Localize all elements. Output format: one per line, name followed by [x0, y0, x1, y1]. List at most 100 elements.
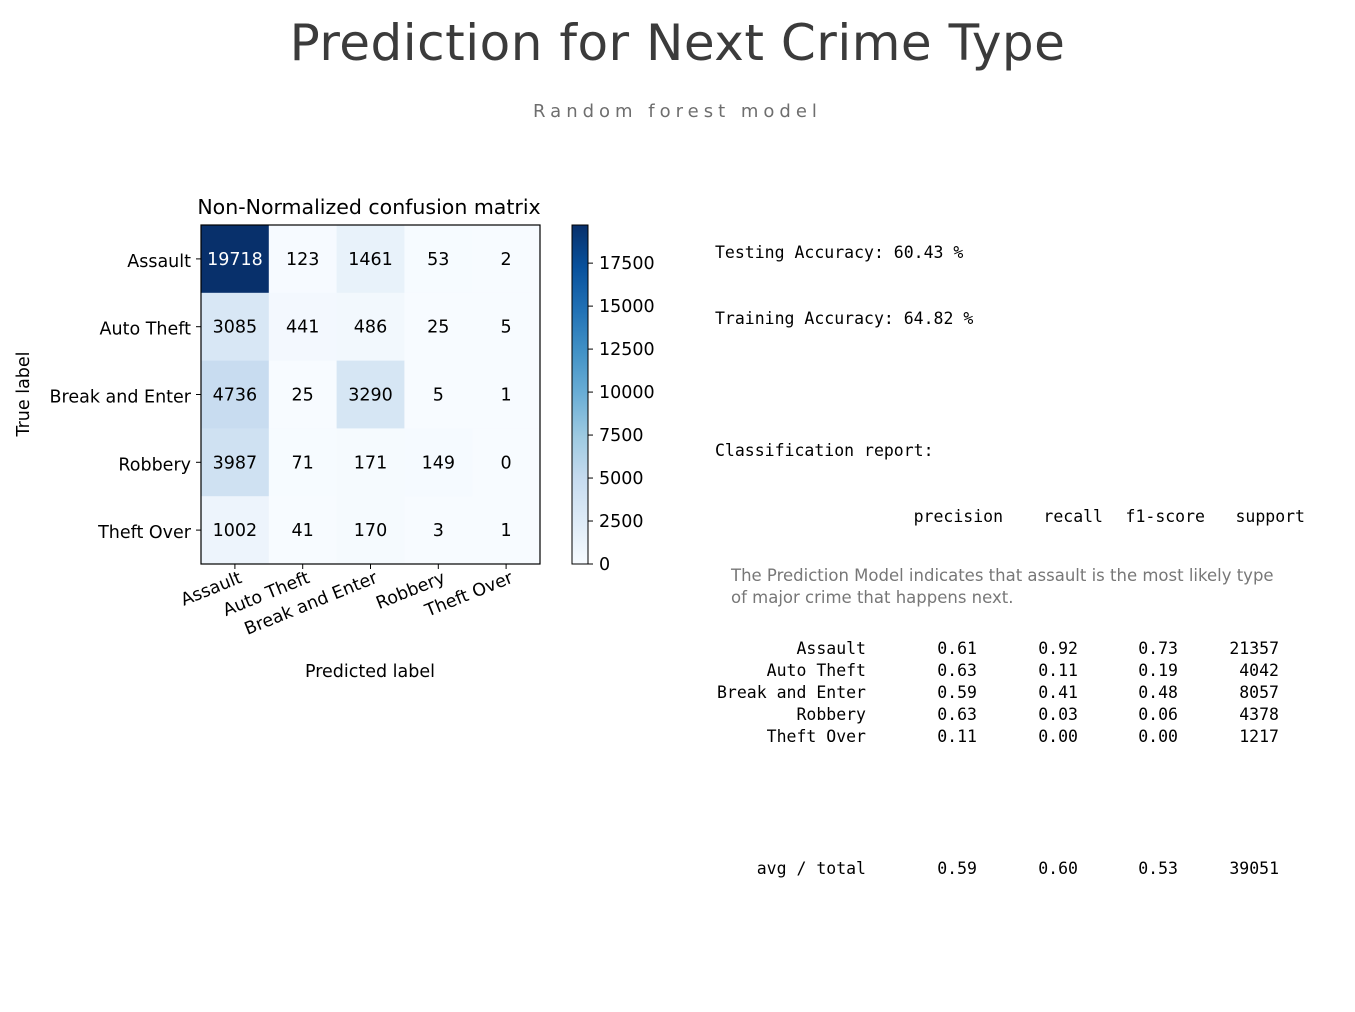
- cell-value-label: 171: [354, 453, 387, 473]
- header-precision: precision: [913, 507, 1003, 526]
- cell-value-label: 1: [501, 386, 512, 406]
- cell-value-label: 25: [427, 318, 449, 338]
- row-tick-label: Assault: [127, 252, 191, 272]
- matrix-cell: [404, 496, 473, 565]
- report-label: Break and Enter: [716, 683, 866, 702]
- report-support: 21357: [1229, 639, 1279, 658]
- row-tick-label: Robbery: [118, 455, 191, 475]
- report-f1: 0.00: [1138, 727, 1178, 746]
- cell-value-label: 25: [292, 386, 314, 406]
- report-row: Auto Theft 0.63 0.11 0.19 4042: [715, 660, 1315, 682]
- avg-support: 39051: [1229, 859, 1279, 878]
- report-precision: 0.59: [937, 683, 977, 702]
- report-spacer: [715, 792, 1315, 814]
- colorbar-tick-label: 0: [599, 555, 610, 575]
- classification-report: Testing Accuracy: 60.43 % Training Accur…: [715, 198, 1315, 878]
- header-f1-score: f1-score: [1125, 507, 1205, 526]
- cell-value-label: 123: [286, 250, 319, 270]
- row-tick-label: Theft Over: [97, 523, 192, 543]
- report-support: 4042: [1239, 661, 1279, 680]
- x-axis-label: Predicted label: [305, 662, 435, 682]
- matrix-cell: [268, 496, 337, 565]
- report-header-row: precision recall f1-score support: [715, 506, 1315, 528]
- report-precision: 0.11: [937, 727, 977, 746]
- chart-title: Non-Normalized confusion matrix: [197, 195, 540, 219]
- report-label: Robbery: [796, 705, 866, 724]
- cell-value-label: 3987: [213, 453, 258, 473]
- avg-recall: 0.60: [1038, 859, 1078, 878]
- cell-value-label: 71: [292, 453, 314, 473]
- colorbar-tick-label: 10000: [599, 383, 655, 403]
- row-tick-labels: Assault Auto Theft Break and Enter Robbery T…: [50, 252, 201, 543]
- slide-subtitle: Random forest model: [533, 101, 822, 122]
- report-recall: 0.41: [1038, 683, 1078, 702]
- matrix-cell: [472, 428, 541, 497]
- colorbar-tick-label: 17500: [599, 254, 655, 274]
- report-precision: 0.61: [937, 639, 977, 658]
- colorbar-ticks: 0 2500 5000 7500 10000 12500 15000 17500: [588, 254, 655, 575]
- cell-value-label: 5: [501, 318, 512, 338]
- header-recall: recall: [1043, 507, 1103, 526]
- avg-f1-score: 0.53: [1138, 859, 1178, 878]
- matrix-cell: [268, 292, 337, 361]
- report-recall: 0.03: [1038, 705, 1078, 724]
- report-heading: Classification report:: [715, 441, 934, 460]
- colorbar-tick-label: 5000: [599, 469, 644, 489]
- report-support: 1217: [1239, 727, 1279, 746]
- matrix-cell: [268, 225, 337, 294]
- report-rows: Assault 0.61 0.92 0.73 21357 Auto Theft 0.63 0.…: [715, 638, 1315, 748]
- cell-value-label: 170: [354, 521, 387, 541]
- colorbar-tick-label: 7500: [599, 426, 644, 446]
- matrix-cell: [404, 428, 473, 497]
- cell-value-label: 441: [286, 318, 319, 338]
- matrix-cells: 19718 123 1461 53 2 3085 441 486 25 5 4736 25 3290 5 1…: [201, 225, 541, 565]
- testing-accuracy: Testing Accuracy: 60.43 %: [715, 243, 964, 262]
- matrix-cell: [201, 360, 270, 429]
- report-row: Assault 0.61 0.92 0.73 21357: [715, 638, 1315, 660]
- cell-value-label: 486: [354, 318, 387, 338]
- report-recall: 0.00: [1038, 727, 1078, 746]
- matrix-cell: [268, 360, 337, 429]
- report-row: Break and Enter 0.59 0.41 0.48 8057: [715, 682, 1315, 704]
- report-label: Theft Over: [766, 727, 866, 746]
- row-tick-label: Break and Enter: [50, 388, 192, 408]
- report-recall: 0.11: [1038, 661, 1078, 680]
- avg-precision: 0.59: [937, 859, 977, 878]
- report-support: 8057: [1239, 683, 1279, 702]
- slide-title: Prediction for Next Crime Type: [289, 14, 1066, 72]
- report-f1: 0.73: [1138, 639, 1178, 658]
- report-recall: 0.92: [1038, 639, 1078, 658]
- report-label: Auto Theft: [766, 661, 866, 680]
- cell-value-label: 1: [501, 521, 512, 541]
- matrix-cell: [472, 292, 541, 361]
- cell-value-label: 41: [292, 521, 314, 541]
- matrix-cell: [336, 360, 405, 429]
- matrix-cell: [268, 428, 337, 497]
- colorbar-tick-label: 2500: [599, 512, 644, 532]
- report-f1: 0.06: [1138, 705, 1178, 724]
- row-tick-label: Auto Theft: [100, 320, 192, 340]
- cell-value-label: 3: [433, 521, 444, 541]
- matrix-cell: [201, 496, 270, 565]
- colorbar: [571, 224, 589, 565]
- cell-value-label: 1461: [348, 250, 393, 270]
- matrix-cell: [201, 292, 270, 361]
- matrix-cell: [201, 428, 270, 497]
- matrix-cell: [336, 428, 405, 497]
- matrix-cell: [404, 360, 473, 429]
- matrix-cell: [201, 225, 270, 294]
- report-precision: 0.63: [937, 661, 977, 680]
- cell-value-label: 4736: [213, 386, 258, 406]
- cell-value-label: 5: [433, 386, 444, 406]
- report-support: 4378: [1239, 705, 1279, 724]
- cell-value-label: 2: [501, 250, 512, 270]
- cell-value-label: 0: [501, 453, 512, 473]
- conclusion-text: The Prediction Model indicates that assa…: [731, 566, 1274, 607]
- matrix-frame: [200, 224, 541, 565]
- matrix-cell: [336, 292, 405, 361]
- report-avg-row: avg / total 0.59 0.60 0.53 39051: [715, 858, 1315, 880]
- cell-value-label: 53: [427, 250, 449, 270]
- matrix-cell: [404, 292, 473, 361]
- report-f1: 0.48: [1138, 683, 1178, 702]
